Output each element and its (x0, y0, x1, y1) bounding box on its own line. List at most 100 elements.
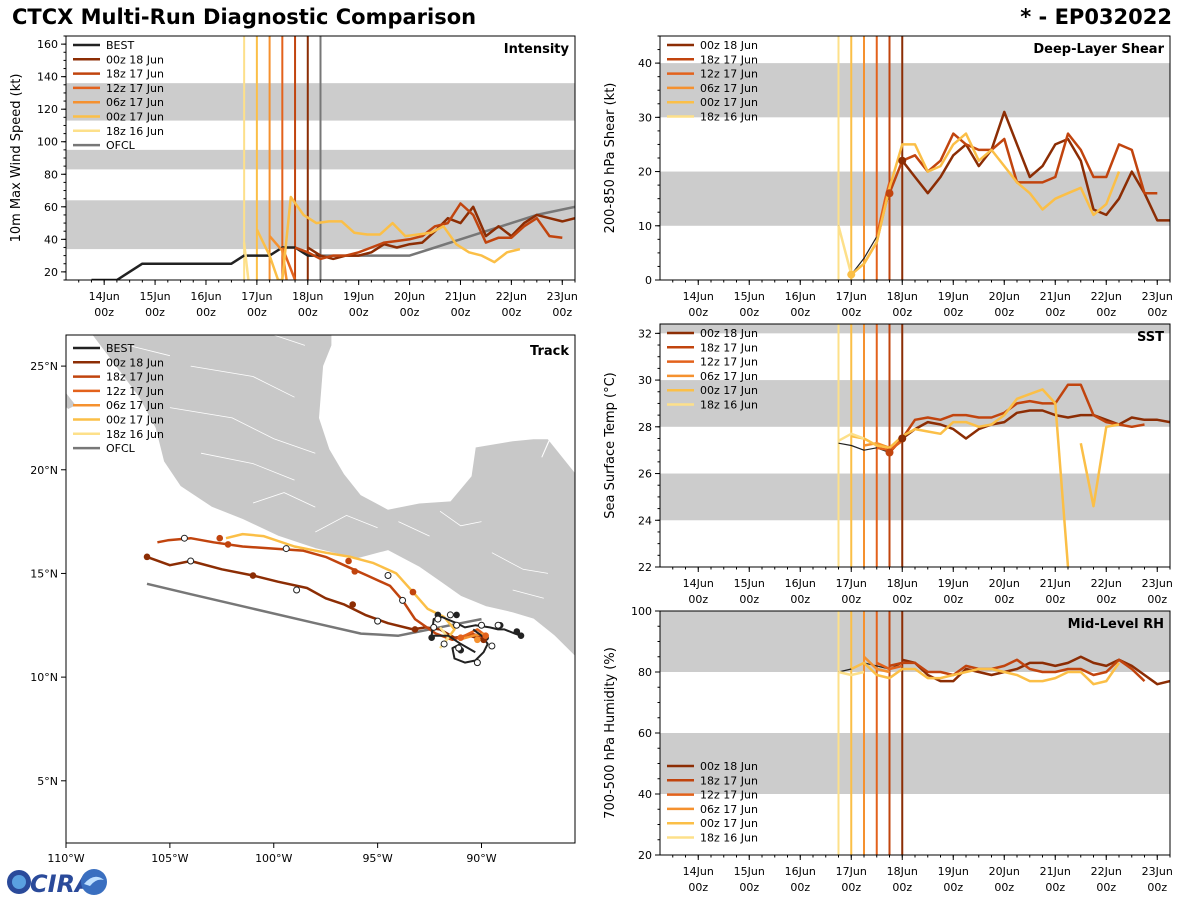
x-tick-label-day: 14Jun (89, 290, 120, 303)
lon-tick-label: 105°W (151, 852, 188, 865)
state-border (252, 492, 316, 508)
track-open-point (384, 572, 392, 580)
x-tick-label-day: 14Jun (683, 290, 714, 303)
y-tick-label: 40 (44, 233, 58, 246)
x-tick-label-day: 14Jun (683, 577, 714, 590)
x-tick-label-hour: 00z (1045, 593, 1065, 606)
track-point-00z-18-jun (411, 626, 419, 633)
track-open-point (180, 534, 188, 542)
track-open-point (455, 644, 463, 652)
plot-area (660, 324, 1170, 567)
x-tick-label-hour: 00z (892, 593, 912, 606)
series-18z-17-jun (888, 383, 1145, 454)
series-18z-16-jun (837, 225, 853, 275)
y-tick-label: 22 (638, 561, 652, 574)
track-open-point (473, 659, 481, 667)
x-tick-label-day: 19Jun (938, 577, 969, 590)
x-tick-label-day: 20Jun (989, 290, 1020, 303)
track-best (430, 616, 522, 654)
threshold-band (660, 171, 1170, 226)
y-tick-label: 80 (44, 168, 58, 181)
cira-logo: CIRA (4, 866, 108, 898)
x-tick-label-day: 15Jun (139, 290, 170, 303)
x-tick-label-hour: 00z (739, 593, 759, 606)
x-tick-label-hour: 00z (943, 593, 963, 606)
track-point-00z-18-jun (143, 553, 151, 561)
y-tick-label: 30 (638, 111, 652, 124)
track-point-best (517, 632, 525, 639)
y-tick-label: 60 (638, 727, 652, 740)
y-tick-label: 100 (37, 136, 58, 149)
plot-area (660, 611, 1170, 855)
y-tick-label: 26 (638, 468, 652, 481)
series-06z-17-jun (863, 655, 890, 674)
threshold-band (660, 63, 1170, 118)
lat-tick-label: 5°N (37, 775, 58, 788)
land-mass (66, 391, 78, 411)
state-border (398, 521, 430, 537)
y-tick-label: 120 (37, 103, 58, 116)
x-tick-label-hour: 00z (400, 306, 420, 319)
x-tick-label-day: 23Jun (1142, 577, 1173, 590)
x-tick-label-day: 22Jun (1091, 577, 1122, 590)
legend-label-18z-17-jun: 18z 17 Jun (106, 371, 164, 384)
legend-label-00z-17-jun: 00z 17 Jun (700, 817, 758, 830)
init-point-00z-18-jun (898, 156, 907, 165)
y-tick-label: 10 (638, 220, 652, 233)
state-border (128, 345, 170, 357)
legend-label-00z-18-jun: 00z 18 Jun (700, 760, 758, 773)
lon-tick-label: 90°W (466, 852, 496, 865)
land-mass (541, 438, 551, 458)
x-tick-label-hour: 00z (688, 306, 708, 319)
legend-label-18z-16-jun: 18z 16 Jun (700, 111, 758, 124)
x-tick-label-hour: 00z (1096, 306, 1116, 319)
y-axis-label: 700-500 hPa Humidity (%) (603, 647, 618, 819)
x-tick-label-day: 22Jun (1091, 290, 1122, 303)
track-point-best (453, 611, 460, 619)
track-point-18z-17-jun (409, 588, 417, 596)
x-tick-label-day: 16Jun (785, 290, 816, 303)
lon-tick-label: 110°W (47, 852, 84, 865)
legend-label-00z-17-jun: 00z 17 Jun (700, 384, 758, 397)
lon-tick-label: 95°W (362, 852, 392, 865)
chart-title: Intensity (504, 42, 570, 57)
x-tick-label-day: 23Jun (1142, 865, 1173, 878)
x-tick-label-hour: 00z (1147, 593, 1167, 606)
track-open-point (488, 642, 496, 650)
legend-label-18z-17-jun: 18z 17 Jun (700, 341, 758, 354)
legend-label-00z-17-jun: 00z 17 Jun (106, 111, 164, 124)
legend-label-best: BEST (106, 39, 134, 52)
track-point-18z-17-jun (351, 568, 359, 575)
x-tick-label-day: 17Jun (836, 290, 867, 303)
series-18z-16-jun (242, 242, 250, 280)
y-tick-label: 40 (638, 57, 652, 70)
x-tick-label-day: 23Jun (547, 290, 578, 303)
legend-label-00z-18-jun: 00z 18 Jun (106, 53, 164, 66)
x-tick-label-day: 21Jun (1040, 865, 1071, 878)
x-tick-label-hour: 00z (739, 306, 759, 319)
x-tick-label-hour: 00z (943, 881, 963, 894)
track-open-point (440, 640, 448, 648)
x-tick-label-day: 17Jun (836, 577, 867, 590)
track-open-point (293, 586, 301, 594)
legend-label-18z-16-jun: 18z 16 Jun (700, 399, 758, 412)
chart-title: SST (1137, 330, 1164, 345)
track-open-point (282, 545, 290, 553)
series-best (91, 246, 321, 280)
x-tick-label-hour: 00z (841, 306, 861, 319)
x-tick-label-day: 20Jun (394, 290, 425, 303)
chart-title: Mid-Level RH (1068, 617, 1164, 632)
x-tick-label-day: 18Jun (887, 290, 918, 303)
series-00z-17-jun (851, 388, 1120, 567)
track-point-best (513, 628, 521, 635)
legend-label-18z-17-jun: 18z 17 Jun (700, 53, 758, 66)
x-tick-label-day: 15Jun (734, 865, 765, 878)
legend-label-06z-17-jun: 06z 17 Jun (700, 82, 758, 95)
chart-sst: 22 24 26 28 30 32 14Jun 00z 15Jun 00z 16Jun 00z 17Ju… (603, 323, 1173, 606)
state-border (190, 365, 295, 398)
track-point-18z-17-jun (345, 557, 352, 565)
x-tick-label-day: 20Jun (989, 865, 1020, 878)
y-tick-label: 20 (638, 849, 652, 862)
init-point-00z-18-jun (898, 434, 907, 443)
